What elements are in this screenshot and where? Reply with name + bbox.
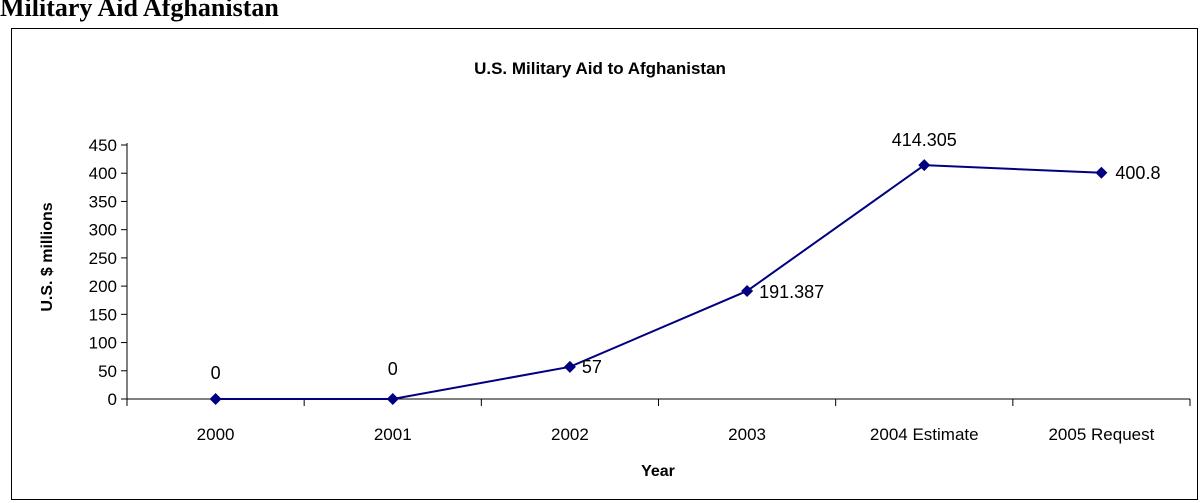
- data-series: [210, 159, 1108, 405]
- data-point: [1095, 167, 1107, 179]
- y-tick-labels: 0 50 100 150 200 250 300 350 400 450: [89, 136, 117, 409]
- y-tick-label: 350: [89, 192, 117, 211]
- y-tick-label: 300: [89, 221, 117, 240]
- y-axis-title: U.S. $ millions: [39, 202, 56, 311]
- data-label: 0: [388, 359, 398, 379]
- data-label: 0: [211, 363, 221, 383]
- data-label: 400.8: [1115, 163, 1160, 183]
- x-tick-label: 2004 Estimate: [870, 425, 979, 444]
- y-tick-label: 0: [108, 390, 117, 409]
- x-tick-label: 2002: [551, 425, 589, 444]
- data-labels: 0 0 57 191.387 414.305 400.8: [211, 130, 1161, 383]
- data-label: 191.387: [759, 282, 824, 302]
- data-point: [564, 361, 576, 373]
- x-tick-label: 2003: [728, 425, 766, 444]
- y-tick-label: 100: [89, 334, 117, 353]
- y-tick-label: 450: [89, 136, 117, 155]
- x-tick-label: 2001: [374, 425, 412, 444]
- x-tick-label: 2005 Request: [1048, 425, 1154, 444]
- data-point: [210, 393, 222, 405]
- data-label: 414.305: [892, 130, 957, 150]
- x-axis-title: Year: [641, 463, 675, 480]
- data-point: [387, 393, 399, 405]
- y-tick-label: 250: [89, 249, 117, 268]
- chart-title: U.S. Military Aid to Afghanistan: [474, 59, 726, 78]
- series-line: [216, 165, 1102, 399]
- y-tick-label: 400: [89, 164, 117, 183]
- axes: [121, 143, 1190, 406]
- data-label: 57: [582, 357, 602, 377]
- y-tick-label: 150: [89, 305, 117, 324]
- y-tick-label: 200: [89, 277, 117, 296]
- y-tick-label: 50: [98, 362, 117, 381]
- x-tick-label: 2000: [197, 425, 235, 444]
- x-tick-labels: 2000 2001 2002 2003 2004 Estimate 2005 Reques…: [197, 425, 1155, 444]
